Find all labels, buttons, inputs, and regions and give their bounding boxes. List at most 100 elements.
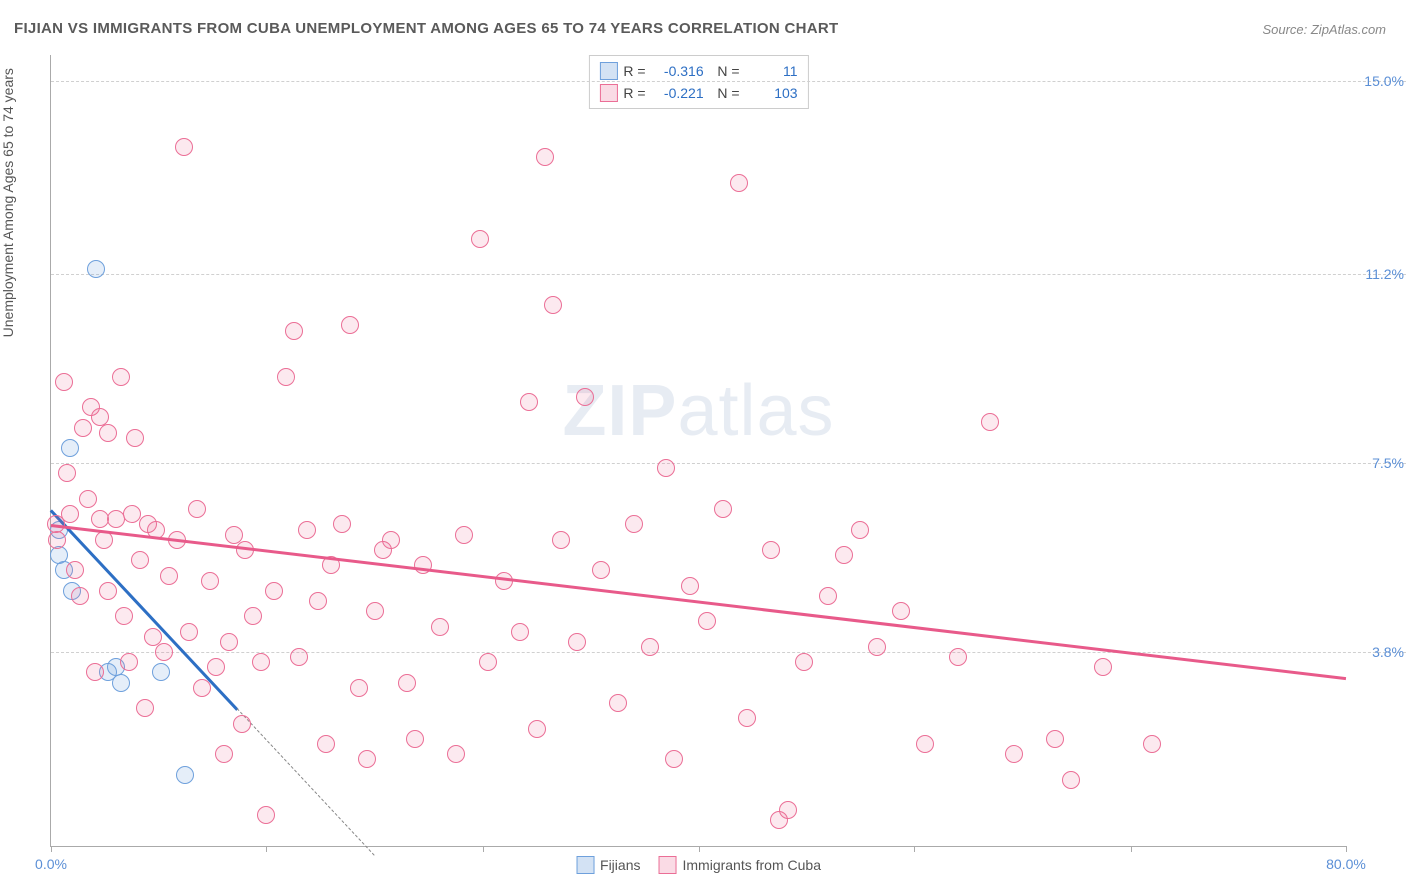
scatter-point bbox=[298, 521, 316, 539]
trend-line bbox=[50, 510, 238, 711]
scatter-point bbox=[115, 607, 133, 625]
r-value-1: -0.316 bbox=[652, 63, 704, 79]
scatter-point bbox=[568, 633, 586, 651]
scatter-point bbox=[112, 368, 130, 386]
xtick bbox=[1346, 846, 1347, 852]
gridline bbox=[51, 652, 1406, 653]
scatter-point bbox=[350, 679, 368, 697]
swatch-blue-icon bbox=[576, 856, 594, 874]
n-value-2: 103 bbox=[746, 85, 798, 101]
scatter-point bbox=[592, 561, 610, 579]
series-legend: Fijians Immigrants from Cuba bbox=[576, 856, 821, 874]
scatter-point bbox=[657, 459, 675, 477]
scatter-point bbox=[180, 623, 198, 641]
scatter-point bbox=[233, 715, 251, 733]
scatter-point bbox=[714, 500, 732, 518]
scatter-point bbox=[698, 612, 716, 630]
scatter-point bbox=[851, 521, 869, 539]
ytick-label: 3.8% bbox=[1372, 644, 1404, 660]
scatter-point bbox=[455, 526, 473, 544]
n-label: N = bbox=[710, 85, 740, 101]
ytick-label: 11.2% bbox=[1365, 266, 1404, 282]
scatter-point bbox=[207, 658, 225, 676]
scatter-point bbox=[58, 464, 76, 482]
scatter-point bbox=[552, 531, 570, 549]
ytick-label: 15.0% bbox=[1364, 73, 1404, 89]
y-axis-label: Unemployment Among Ages 65 to 74 years bbox=[0, 68, 16, 337]
legend-label: Immigrants from Cuba bbox=[682, 857, 820, 873]
scatter-point bbox=[215, 745, 233, 763]
scatter-point bbox=[358, 750, 376, 768]
scatter-point bbox=[71, 587, 89, 605]
xtick-label: 80.0% bbox=[1326, 856, 1366, 872]
scatter-point bbox=[176, 766, 194, 784]
scatter-point bbox=[86, 663, 104, 681]
scatter-point bbox=[188, 500, 206, 518]
scatter-point bbox=[87, 260, 105, 278]
scatter-point bbox=[277, 368, 295, 386]
plot-area: ZIPatlas R = -0.316 N = 11 R = -0.221 N … bbox=[50, 55, 1346, 847]
scatter-point bbox=[317, 735, 335, 753]
scatter-point bbox=[528, 720, 546, 738]
scatter-point bbox=[949, 648, 967, 666]
scatter-point bbox=[730, 174, 748, 192]
scatter-point bbox=[265, 582, 283, 600]
scatter-point bbox=[160, 567, 178, 585]
scatter-point bbox=[665, 750, 683, 768]
scatter-point bbox=[681, 577, 699, 595]
watermark: ZIPatlas bbox=[562, 370, 834, 452]
scatter-point bbox=[74, 419, 92, 437]
scatter-point bbox=[1143, 735, 1161, 753]
chart-title: FIJIAN VS IMMIGRANTS FROM CUBA UNEMPLOYM… bbox=[14, 20, 838, 37]
scatter-point bbox=[981, 413, 999, 431]
legend-label: Fijians bbox=[600, 857, 640, 873]
scatter-point bbox=[544, 296, 562, 314]
scatter-point bbox=[120, 653, 138, 671]
xtick bbox=[699, 846, 700, 852]
scatter-point bbox=[333, 515, 351, 533]
scatter-point bbox=[136, 699, 154, 717]
scatter-point bbox=[193, 679, 211, 697]
scatter-point bbox=[341, 316, 359, 334]
scatter-point bbox=[244, 607, 262, 625]
scatter-point bbox=[414, 556, 432, 574]
scatter-point bbox=[779, 801, 797, 819]
scatter-point bbox=[795, 653, 813, 671]
scatter-point bbox=[126, 429, 144, 447]
scatter-point bbox=[285, 322, 303, 340]
scatter-point bbox=[892, 602, 910, 620]
scatter-point bbox=[520, 393, 538, 411]
xtick bbox=[914, 846, 915, 852]
n-label: N = bbox=[710, 63, 740, 79]
scatter-point bbox=[1062, 771, 1080, 789]
scatter-point bbox=[819, 587, 837, 605]
scatter-point bbox=[762, 541, 780, 559]
scatter-point bbox=[576, 388, 594, 406]
scatter-point bbox=[79, 490, 97, 508]
gridline bbox=[51, 81, 1406, 82]
r-label: R = bbox=[623, 63, 645, 79]
xtick-label: 0.0% bbox=[35, 856, 67, 872]
scatter-point bbox=[511, 623, 529, 641]
scatter-point bbox=[738, 709, 756, 727]
legend-item-fijians: Fijians bbox=[576, 856, 640, 874]
scatter-point bbox=[431, 618, 449, 636]
ytick-label: 7.5% bbox=[1372, 455, 1404, 471]
correlation-legend: R = -0.316 N = 11 R = -0.221 N = 103 bbox=[588, 55, 808, 109]
scatter-point bbox=[99, 424, 117, 442]
legend-item-cuba: Immigrants from Cuba bbox=[658, 856, 820, 874]
r-label: R = bbox=[623, 85, 645, 101]
scatter-point bbox=[152, 663, 170, 681]
xtick bbox=[1131, 846, 1132, 852]
scatter-point bbox=[61, 505, 79, 523]
swatch-blue-icon bbox=[599, 62, 617, 80]
legend-row-fijians: R = -0.316 N = 11 bbox=[599, 60, 797, 82]
scatter-point bbox=[1094, 658, 1112, 676]
scatter-point bbox=[835, 546, 853, 564]
scatter-point bbox=[609, 694, 627, 712]
scatter-point bbox=[309, 592, 327, 610]
scatter-point bbox=[536, 148, 554, 166]
scatter-point bbox=[625, 515, 643, 533]
source-label: Source: ZipAtlas.com bbox=[1262, 22, 1386, 37]
scatter-point bbox=[131, 551, 149, 569]
